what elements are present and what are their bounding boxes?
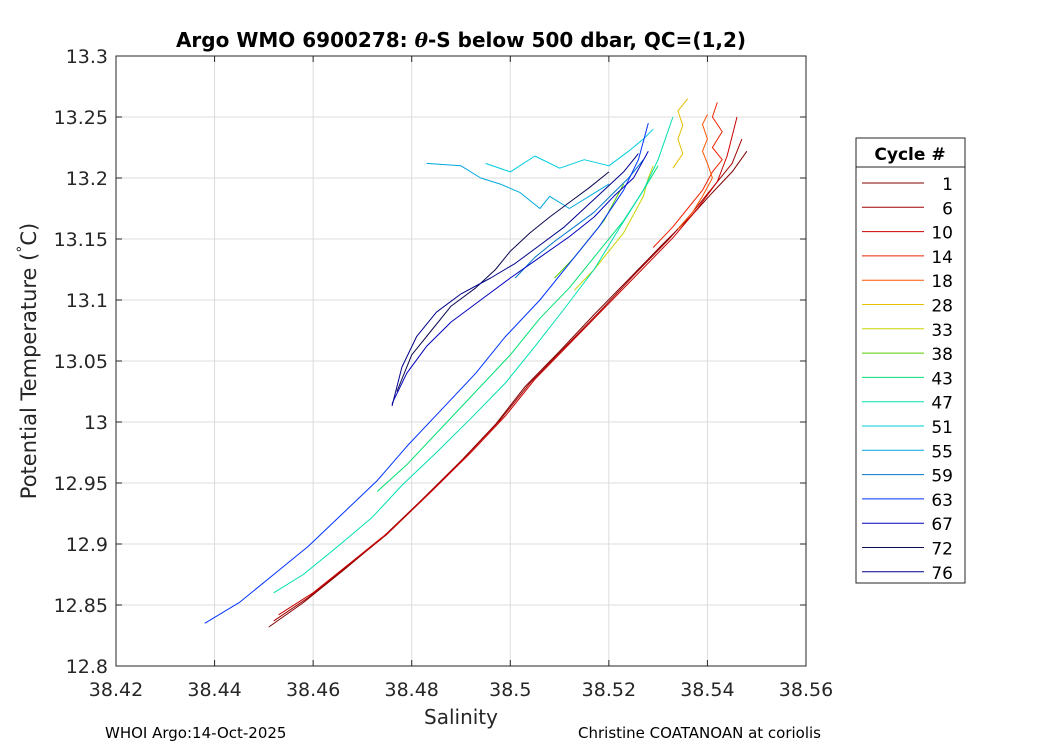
series-line-cycle-18 bbox=[677, 114, 713, 230]
legend-label-cycle-18: 18 bbox=[931, 272, 953, 292]
legend-label-cycle-10: 10 bbox=[931, 224, 953, 244]
footer-date: WHOI Argo:14-Oct-2025 bbox=[105, 724, 287, 742]
series-line-cycle-51 bbox=[485, 128, 654, 173]
legend-label-cycle-6: 6 bbox=[942, 199, 953, 219]
y-axis-ticks: 12.8 12.85 12.9 12.95 13 13.05 13.1 13.15 13.2 13… bbox=[54, 46, 806, 678]
legend-box bbox=[855, 137, 966, 584]
y-tick-label: 13 bbox=[84, 412, 108, 434]
legend-label-cycle-59: 59 bbox=[931, 467, 953, 487]
x-tick-label: 38.54 bbox=[680, 679, 734, 701]
series-line-cycle-67 bbox=[391, 150, 649, 404]
y-tick-label: 12.8 bbox=[66, 656, 108, 678]
series-line-cycle-6 bbox=[273, 138, 743, 622]
x-axis-label: Salinity bbox=[424, 705, 498, 729]
y-tick-label: 13.05 bbox=[54, 351, 108, 373]
legend-label-cycle-72: 72 bbox=[931, 540, 953, 560]
legend-label-cycle-47: 47 bbox=[931, 394, 953, 414]
x-tick-label: 38.52 bbox=[582, 679, 636, 701]
series-line-cycle-76 bbox=[391, 153, 639, 407]
y-axis-label: Potential Temperature (°C) bbox=[15, 223, 41, 499]
x-tick-label: 38.42 bbox=[89, 679, 143, 701]
y-tick-label: 13.25 bbox=[54, 107, 108, 129]
y-tick-label: 12.9 bbox=[66, 534, 108, 556]
legend-label-cycle-38: 38 bbox=[931, 345, 953, 365]
legend-items: 1 6 10 14 18 28 33 38 43 47 51 55 59 63 67 72 76 bbox=[862, 175, 953, 584]
legend-label-cycle-55: 55 bbox=[931, 442, 953, 462]
series-line-cycle-55 bbox=[426, 162, 610, 209]
x-axis-ticks: 38.42 38.44 38.46 38.48 38.5 38.52 38.54 38.56 bbox=[89, 56, 833, 701]
legend[interactable]: Cycle # 1 6 10 14 18 28 33 38 43 47 51 55 59 63 67 72 76 bbox=[855, 137, 966, 584]
legend-label-cycle-63: 63 bbox=[931, 491, 953, 511]
legend-label-cycle-33: 33 bbox=[931, 321, 953, 341]
x-tick-label: 38.5 bbox=[489, 679, 531, 701]
y-tick-label: 13.1 bbox=[66, 290, 108, 312]
series-line-cycle-10 bbox=[278, 116, 738, 616]
x-tick-label: 38.56 bbox=[779, 679, 833, 701]
legend-label-cycle-43: 43 bbox=[931, 369, 953, 389]
legend-label-cycle-67: 67 bbox=[931, 515, 953, 535]
series-line-cycle-28 bbox=[672, 98, 689, 169]
legend-title: Cycle # bbox=[874, 145, 945, 165]
x-tick-label: 38.48 bbox=[385, 679, 439, 701]
footer-credit: Christine COATANOAN at coriolis bbox=[578, 724, 821, 742]
legend-label-cycle-28: 28 bbox=[931, 297, 953, 317]
series-line-cycle-47 bbox=[273, 116, 674, 594]
y-tick-label: 13.3 bbox=[66, 46, 108, 68]
legend-label-cycle-51: 51 bbox=[931, 418, 953, 438]
x-tick-label: 38.44 bbox=[187, 679, 241, 701]
y-tick-label: 13.15 bbox=[54, 229, 108, 251]
legend-label-cycle-14: 14 bbox=[931, 248, 953, 268]
legend-label-cycle-1: 1 bbox=[942, 175, 953, 195]
y-tick-label: 12.85 bbox=[54, 595, 108, 617]
series-line-cycle-72 bbox=[396, 171, 610, 392]
series-line-cycle-63 bbox=[204, 122, 649, 624]
y-tick-label: 12.95 bbox=[54, 473, 108, 495]
series-line-cycle-14 bbox=[652, 102, 723, 248]
x-tick-label: 38.46 bbox=[286, 679, 340, 701]
series-layer bbox=[204, 98, 748, 628]
legend-label-cycle-76: 76 bbox=[931, 564, 953, 584]
chart-title: Argo WMO 6900278: θ-S below 500 dbar, QC… bbox=[176, 28, 746, 52]
series-line-cycle-59 bbox=[514, 159, 644, 279]
y-tick-label: 13.2 bbox=[66, 168, 108, 190]
